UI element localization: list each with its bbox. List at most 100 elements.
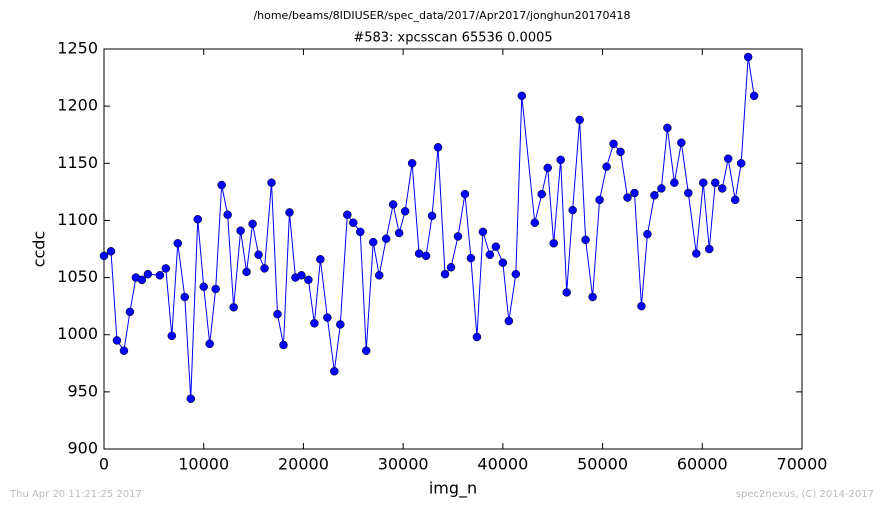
data-point <box>297 271 306 280</box>
data-point <box>99 251 109 261</box>
x-tick-label: 70000 <box>777 455 828 474</box>
data-point <box>504 316 514 326</box>
data-point <box>155 271 165 280</box>
y-tick-label: 1100 <box>57 210 98 229</box>
data-point <box>254 250 263 259</box>
x-tick-label: 50000 <box>577 455 628 474</box>
data-point <box>248 219 257 229</box>
y-tick-label: 1000 <box>57 324 98 343</box>
data-point <box>343 210 352 219</box>
data-point <box>491 242 501 251</box>
data-point <box>356 227 365 237</box>
data-point <box>394 228 404 238</box>
data-point <box>267 178 276 187</box>
data-point <box>106 247 116 256</box>
data-point <box>323 313 332 322</box>
data-point <box>517 91 527 101</box>
footer-left: Thu Apr 20 11:21:25 2017 <box>9 489 142 500</box>
data-point <box>199 282 208 291</box>
y-tick-label: 900 <box>67 439 98 458</box>
x-tick-label: 40000 <box>477 455 528 474</box>
data-point <box>595 195 604 205</box>
data-point <box>229 303 238 312</box>
data-point <box>186 394 196 403</box>
data-point <box>279 340 288 350</box>
data-point <box>623 193 632 202</box>
data-point <box>217 180 226 190</box>
data-point <box>223 210 232 219</box>
suptitle: /home/beams/8IDIUSER/spec_data/2017/Apr2… <box>253 9 630 22</box>
data-point <box>260 264 269 273</box>
data-point <box>193 215 202 224</box>
data-point <box>161 264 171 273</box>
data-point <box>453 232 463 241</box>
data-point <box>530 218 540 227</box>
data-point <box>137 275 147 285</box>
data-point <box>316 255 325 264</box>
data-point <box>498 258 508 267</box>
data-point <box>643 229 652 239</box>
data-point <box>705 244 714 254</box>
data-point <box>549 239 558 248</box>
data-point <box>478 227 488 237</box>
data-point <box>684 188 693 198</box>
data-point <box>388 200 398 209</box>
data-point <box>349 218 358 227</box>
data-point <box>543 163 552 173</box>
data-point <box>637 301 646 311</box>
data-point <box>368 237 378 247</box>
data-point <box>699 178 708 187</box>
plot-frame <box>103 48 803 450</box>
data-point <box>485 250 495 259</box>
data-point <box>630 188 639 198</box>
data-point <box>466 253 476 263</box>
data-point <box>609 139 618 149</box>
y-tick-label: 1250 <box>57 39 98 58</box>
data-point <box>381 234 391 243</box>
data-point <box>616 147 625 157</box>
data-point <box>173 239 183 248</box>
data-point <box>562 288 571 297</box>
data-point <box>472 332 482 342</box>
data-point <box>710 178 720 187</box>
data-point <box>588 292 597 302</box>
data-point <box>330 367 339 376</box>
data-point <box>167 331 177 341</box>
data-point <box>537 189 546 199</box>
y-tick-label: 950 <box>67 381 98 400</box>
x-tick-label: 0 <box>99 455 109 474</box>
x-axis-label: img_n <box>429 479 477 499</box>
data-point <box>304 275 313 285</box>
data-point <box>180 292 190 302</box>
data-point <box>650 191 659 200</box>
data-point <box>119 346 129 355</box>
data-point <box>749 91 759 101</box>
data-point <box>556 155 565 165</box>
data-point <box>657 184 666 193</box>
data-point <box>242 267 251 277</box>
data-point <box>743 52 753 62</box>
data-point <box>602 162 611 171</box>
data-point <box>205 339 214 349</box>
data-point <box>400 207 410 216</box>
data-point <box>568 205 577 215</box>
data-point <box>717 184 727 193</box>
x-tick-label: 30000 <box>378 455 429 474</box>
data-point <box>125 307 135 317</box>
y-tick-label: 1050 <box>57 267 98 286</box>
data-point <box>273 309 282 319</box>
data-point <box>446 263 456 272</box>
data-point <box>407 159 417 168</box>
x-tick-label: 60000 <box>677 455 728 474</box>
data-point <box>723 154 733 163</box>
x-tick-label: 20000 <box>278 455 329 474</box>
data-point <box>361 346 371 355</box>
data-point <box>575 115 584 125</box>
data-point <box>211 284 220 294</box>
y-tick-label: 1200 <box>57 96 98 115</box>
data-point <box>440 269 450 279</box>
data-point <box>143 269 153 279</box>
data-point <box>460 189 470 199</box>
data-point <box>670 178 679 187</box>
